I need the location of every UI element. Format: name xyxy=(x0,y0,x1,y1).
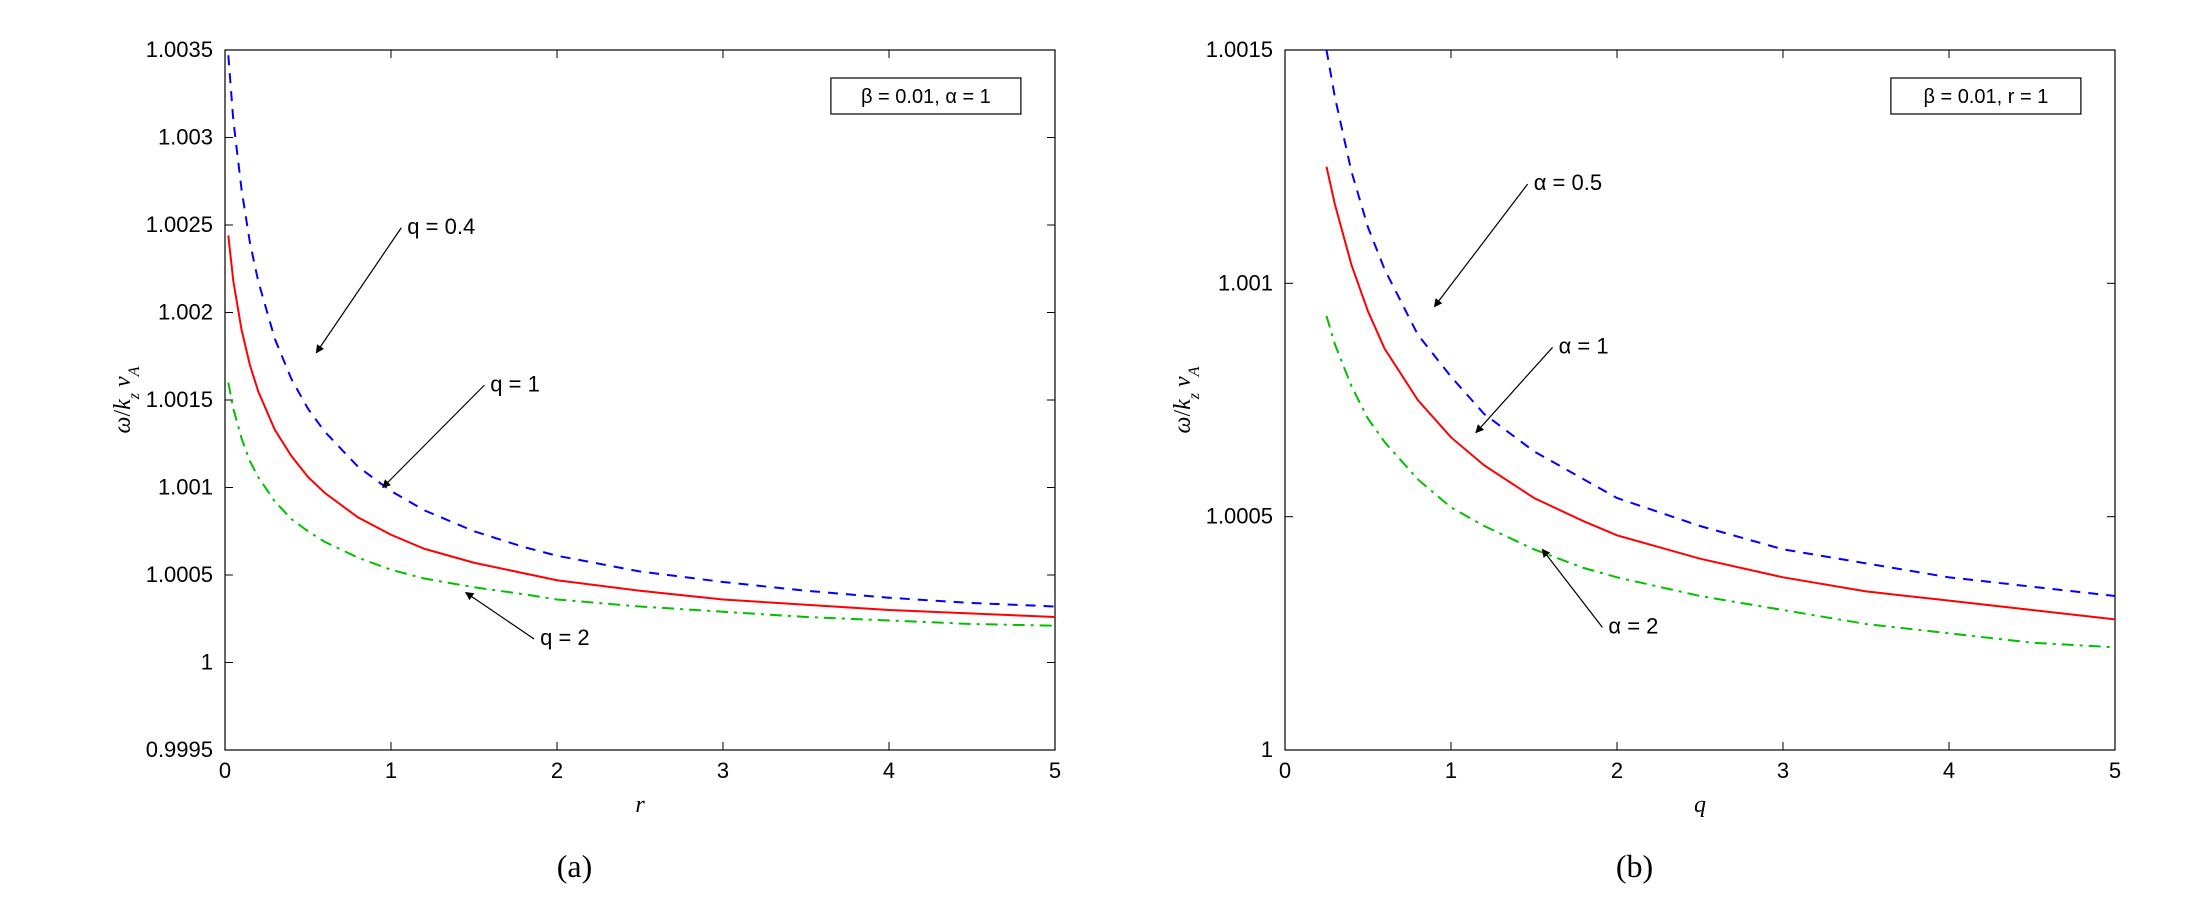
svg-text:1.001: 1.001 xyxy=(157,475,212,500)
svg-text:2: 2 xyxy=(550,758,562,783)
subcaption-b: (b) xyxy=(1616,848,1653,885)
svg-text:0: 0 xyxy=(1278,758,1290,783)
svg-text:1.0015: 1.0015 xyxy=(1205,37,1272,62)
svg-text:1.0035: 1.0035 xyxy=(145,37,212,62)
annotation-label: q = 2 xyxy=(540,625,590,650)
svg-text:5: 5 xyxy=(1048,758,1060,783)
svg-text:1: 1 xyxy=(1260,737,1272,762)
svg-text:5: 5 xyxy=(2108,758,2120,783)
svg-text:1.0005: 1.0005 xyxy=(145,562,212,587)
svg-text:1.0015: 1.0015 xyxy=(145,387,212,412)
svg-text:2: 2 xyxy=(1610,758,1622,783)
chart-b-svg: 01234511.00051.0011.0015qω/kz vAα = 0.5α… xyxy=(1135,20,2135,840)
svg-text:1.003: 1.003 xyxy=(157,125,212,150)
svg-text:1: 1 xyxy=(384,758,396,783)
svg-text:q: q xyxy=(1694,792,1706,818)
figure-wrap: 0123450.999511.00051.0011.00151.0021.002… xyxy=(0,0,2209,905)
svg-text:r: r xyxy=(635,792,645,818)
panel-b: 01234511.00051.0011.0015qω/kz vAα = 0.5α… xyxy=(1135,20,2135,885)
legend-text: β = 0.01, r = 1 xyxy=(1923,86,2048,108)
chart-a-svg: 0 1 2 3 4 5 0.9995 1 1.0005 1.001 1.0015 1.002 1.002… xyxy=(75,20,1075,840)
panel-a: 0 1 2 3 4 5 0.9995 1 1.0005 1.001 1.0015 1.002 1.002… xyxy=(75,20,1075,885)
subcaption-a: (a) xyxy=(557,848,593,885)
svg-text:4: 4 xyxy=(882,758,894,783)
annotation-label: α = 1 xyxy=(1558,333,1608,358)
legend-text: β = 0.01, α = 1 xyxy=(860,86,990,108)
svg-text:1.0025: 1.0025 xyxy=(145,212,212,237)
svg-text:3: 3 xyxy=(1776,758,1788,783)
annotation-label: q = 0.4 xyxy=(407,214,475,239)
svg-text:0: 0 xyxy=(218,758,230,783)
svg-text:1.002: 1.002 xyxy=(157,300,212,325)
svg-text:1.001: 1.001 xyxy=(1217,270,1272,295)
annotation-label: α = 2 xyxy=(1608,613,1658,638)
svg-text:0.9995: 0.9995 xyxy=(145,737,212,762)
svg-text:3: 3 xyxy=(716,758,728,783)
svg-text:1.0005: 1.0005 xyxy=(1205,504,1272,529)
annotation-label: α = 0.5 xyxy=(1533,170,1601,195)
svg-text:1: 1 xyxy=(1444,758,1456,783)
annotation-label: q = 1 xyxy=(490,371,540,396)
svg-text:1: 1 xyxy=(200,650,212,675)
svg-text:4: 4 xyxy=(1942,758,1954,783)
